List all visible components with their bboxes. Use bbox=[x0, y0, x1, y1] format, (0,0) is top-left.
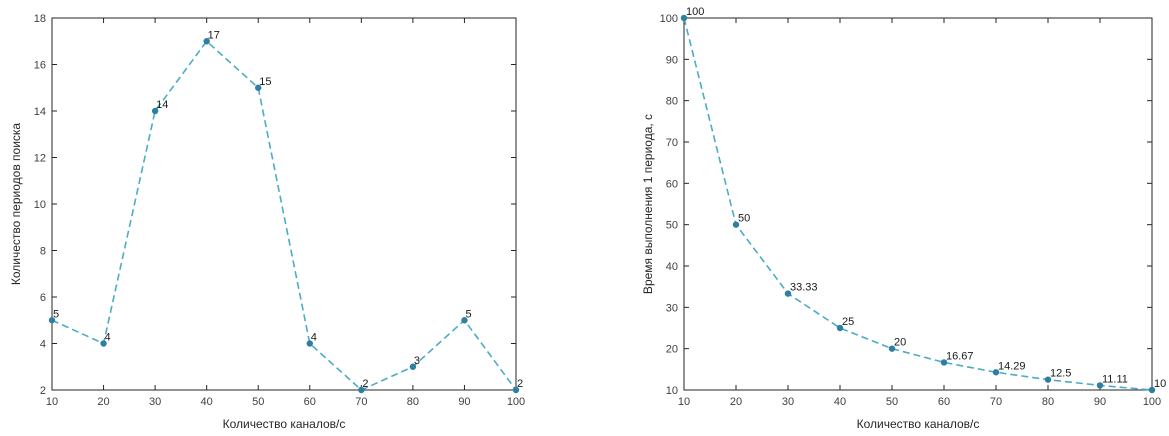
data-label: 25 bbox=[842, 316, 854, 328]
x-tick-label: 60 bbox=[304, 396, 316, 408]
data-label: 2 bbox=[517, 378, 523, 390]
axes-box bbox=[51, 17, 517, 391]
x-axis-label: Количество каналов/c bbox=[857, 417, 980, 431]
chart-periods-count: 10 20 30 40 50 60 70 80 90 100 2 4 6 8 10 12 14 16 18 Колич… bbox=[9, 13, 525, 431]
x-tick-label: 40 bbox=[834, 396, 846, 408]
x-tick-label: 60 bbox=[938, 396, 950, 408]
y-axis-label: Время выполнения 1 периода, с bbox=[641, 114, 655, 294]
data-point bbox=[255, 84, 262, 91]
data-label: 16.67 bbox=[946, 350, 974, 362]
data-point bbox=[680, 14, 688, 22]
data-label: 15 bbox=[259, 76, 271, 88]
data-label: 14 bbox=[156, 99, 168, 111]
x-tick-label: 100 bbox=[1143, 396, 1161, 408]
x-tick-label: 100 bbox=[507, 396, 525, 408]
axes-box bbox=[683, 17, 1153, 391]
data-point bbox=[732, 221, 740, 228]
x-tick-label: 90 bbox=[1094, 396, 1106, 408]
data-point bbox=[1096, 382, 1104, 389]
data-label: 33.33 bbox=[790, 282, 818, 294]
data-label: 4 bbox=[311, 332, 317, 344]
y-tick-label: 50 bbox=[666, 220, 678, 232]
x-tick-label: 90 bbox=[458, 396, 470, 408]
data-point bbox=[1044, 376, 1052, 383]
data-point bbox=[358, 386, 365, 394]
y-tick-label: 10 bbox=[666, 385, 678, 397]
y-tick-label: 90 bbox=[666, 54, 678, 66]
x-tick-label: 70 bbox=[355, 396, 367, 408]
series-line bbox=[51, 40, 517, 391]
data-point bbox=[409, 363, 417, 370]
data-label: 4 bbox=[105, 332, 111, 344]
x-tick-label: 80 bbox=[1042, 396, 1054, 408]
x-tick-label: 20 bbox=[730, 396, 742, 408]
data-point bbox=[888, 345, 896, 352]
data-point bbox=[940, 359, 948, 366]
x-tick-label: 10 bbox=[678, 396, 690, 408]
data-point bbox=[151, 107, 159, 115]
y-tick-label: 8 bbox=[40, 246, 46, 258]
x-tick-label: 30 bbox=[149, 396, 161, 408]
data-label: 2 bbox=[362, 378, 368, 390]
y-tick-label: 40 bbox=[666, 261, 678, 273]
data-point bbox=[992, 369, 1000, 376]
y-tick-label: 2 bbox=[40, 385, 46, 397]
y-tick-label: 12 bbox=[34, 153, 46, 165]
data-point bbox=[512, 386, 520, 394]
data-point bbox=[48, 317, 56, 324]
data-point bbox=[306, 340, 313, 347]
series-line bbox=[683, 17, 1153, 391]
y-axis-label: Количество периодов поиска bbox=[9, 123, 23, 286]
data-label: 17 bbox=[208, 29, 220, 41]
y-tick-label: 60 bbox=[666, 178, 678, 190]
y-tick-label: 70 bbox=[666, 137, 678, 149]
x-tick-label: 40 bbox=[201, 396, 213, 408]
data-label: 11.11 bbox=[1102, 373, 1128, 385]
y-tick-label: 100 bbox=[660, 13, 678, 25]
y-tick-label: 16 bbox=[34, 60, 46, 72]
data-label: 14.29 bbox=[998, 360, 1026, 372]
y-tick-label: 30 bbox=[666, 302, 678, 314]
data-label: 12.5 bbox=[1050, 368, 1071, 380]
data-label: 3 bbox=[414, 355, 420, 367]
data-label: 20 bbox=[894, 337, 906, 349]
x-tick-label: 70 bbox=[990, 396, 1002, 408]
x-tick-label: 30 bbox=[782, 396, 794, 408]
data-point bbox=[784, 290, 792, 297]
data-point bbox=[203, 38, 210, 45]
y-tick-label: 6 bbox=[40, 292, 46, 304]
data-point bbox=[461, 317, 468, 324]
x-tick-label: 50 bbox=[252, 396, 264, 408]
data-label: 5 bbox=[53, 308, 59, 320]
y-tick-label: 10 bbox=[34, 199, 46, 211]
x-tick-label: 20 bbox=[97, 396, 109, 408]
data-label: 5 bbox=[465, 308, 471, 320]
chart-period-time: 10 20 30 40 50 60 70 80 90 100 10 20 30 40 50 60 70 80 90 1… bbox=[641, 6, 1166, 431]
y-tick-label: 80 bbox=[666, 96, 678, 108]
data-label: 10 bbox=[1154, 378, 1166, 390]
y-tick-label: 18 bbox=[34, 13, 46, 25]
x-tick-label: 80 bbox=[407, 396, 419, 408]
y-tick-label: 20 bbox=[666, 344, 678, 356]
x-tick-label: 10 bbox=[46, 396, 58, 408]
x-axis-label: Количество каналов/c bbox=[223, 417, 346, 431]
data-label: 100 bbox=[686, 6, 704, 18]
x-tick-label: 50 bbox=[886, 396, 898, 408]
data-label: 50 bbox=[738, 213, 750, 225]
data-point bbox=[100, 340, 107, 347]
data-point bbox=[1148, 386, 1156, 394]
y-tick-label: 4 bbox=[40, 339, 46, 351]
data-point bbox=[836, 324, 844, 332]
y-tick-label: 14 bbox=[34, 106, 46, 118]
